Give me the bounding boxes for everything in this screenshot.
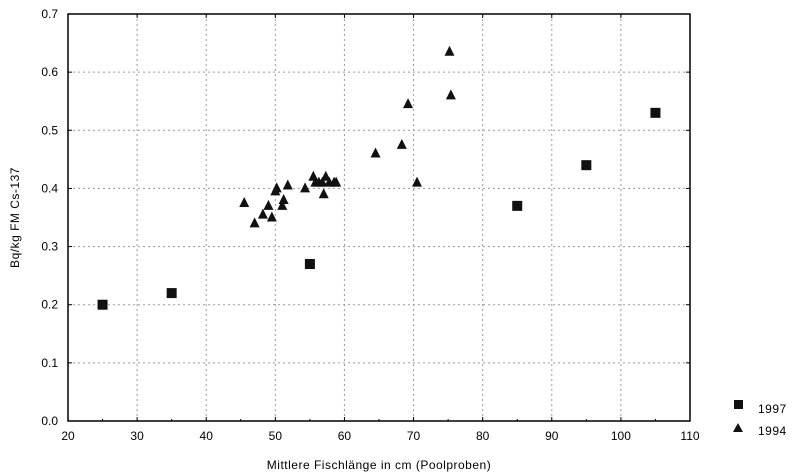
x-axis: 20 30 40 50 60 70 80 90 100 110 [61,14,700,443]
legend: 1997 1994 [733,400,787,438]
data-point-1994 [317,176,328,187]
y-tick-label: 0.0 [41,414,58,428]
y-axis-title: Bq/kg FM Cs-137 [8,167,22,268]
x-axis-title: Mittlere Fischlänge in cm (Poolproben) [267,458,491,472]
y-tick-label: 0.1 [41,356,58,370]
y-tick-label: 0.7 [41,7,58,21]
data-point-1994 [277,199,288,210]
legend-label-1994: 1994 [758,424,787,438]
x-tick-label: 20 [61,429,75,443]
data-point-1994 [444,45,455,56]
data-point-1997 [304,259,315,270]
plot-frame [67,13,691,422]
y-tick-label: 0.4 [41,181,58,195]
x-tick-label: 80 [476,429,490,443]
y-tick-label: 0.2 [41,298,58,312]
data-point-1994 [263,199,274,210]
data-point-1994 [318,188,329,199]
data-point-1994 [300,182,311,193]
x-tick-label: 60 [338,429,352,443]
data-point-1994 [396,138,407,149]
data-point-1997 [97,299,108,310]
data-points [97,45,661,310]
x-tick-label: 50 [269,429,283,443]
data-point-1994 [282,179,293,190]
grid-lines [68,14,690,421]
data-point-1997 [581,160,592,171]
data-point-1994 [266,211,277,222]
y-tick-label: 0.6 [41,65,58,79]
data-point-1994 [249,217,260,228]
data-point-1997 [512,200,523,211]
data-point-1994 [271,182,282,193]
y-tick-label: 0.3 [41,240,58,254]
legend-marker-triangle-1994 [733,423,743,432]
data-point-1997 [166,288,177,299]
y-tick-label: 0.5 [41,123,58,137]
data-point-1994 [403,98,414,109]
data-point-1994 [370,147,381,158]
data-point-1994 [239,196,250,207]
data-point-1994 [308,170,319,181]
legend-marker-square-1997 [734,400,743,409]
data-point-1994 [320,170,331,181]
x-tick-label: 30 [130,429,144,443]
data-point-1994 [278,194,289,205]
x-tick-label: 100 [611,429,631,443]
data-point-1994 [257,208,268,219]
x-tick-label: 110 [680,429,699,443]
y-axis: 0.0 0.1 0.2 0.3 0.4 0.5 0.6 0.7 [41,7,690,428]
legend-label-1997: 1997 [758,402,787,416]
x-tick-label: 70 [407,429,421,443]
data-point-1994 [412,176,423,187]
x-tick-label: 40 [200,429,214,443]
data-point-1994 [445,89,456,100]
data-point-1994 [331,176,342,187]
data-point-1997 [650,107,661,118]
x-tick-label: 90 [545,429,559,443]
